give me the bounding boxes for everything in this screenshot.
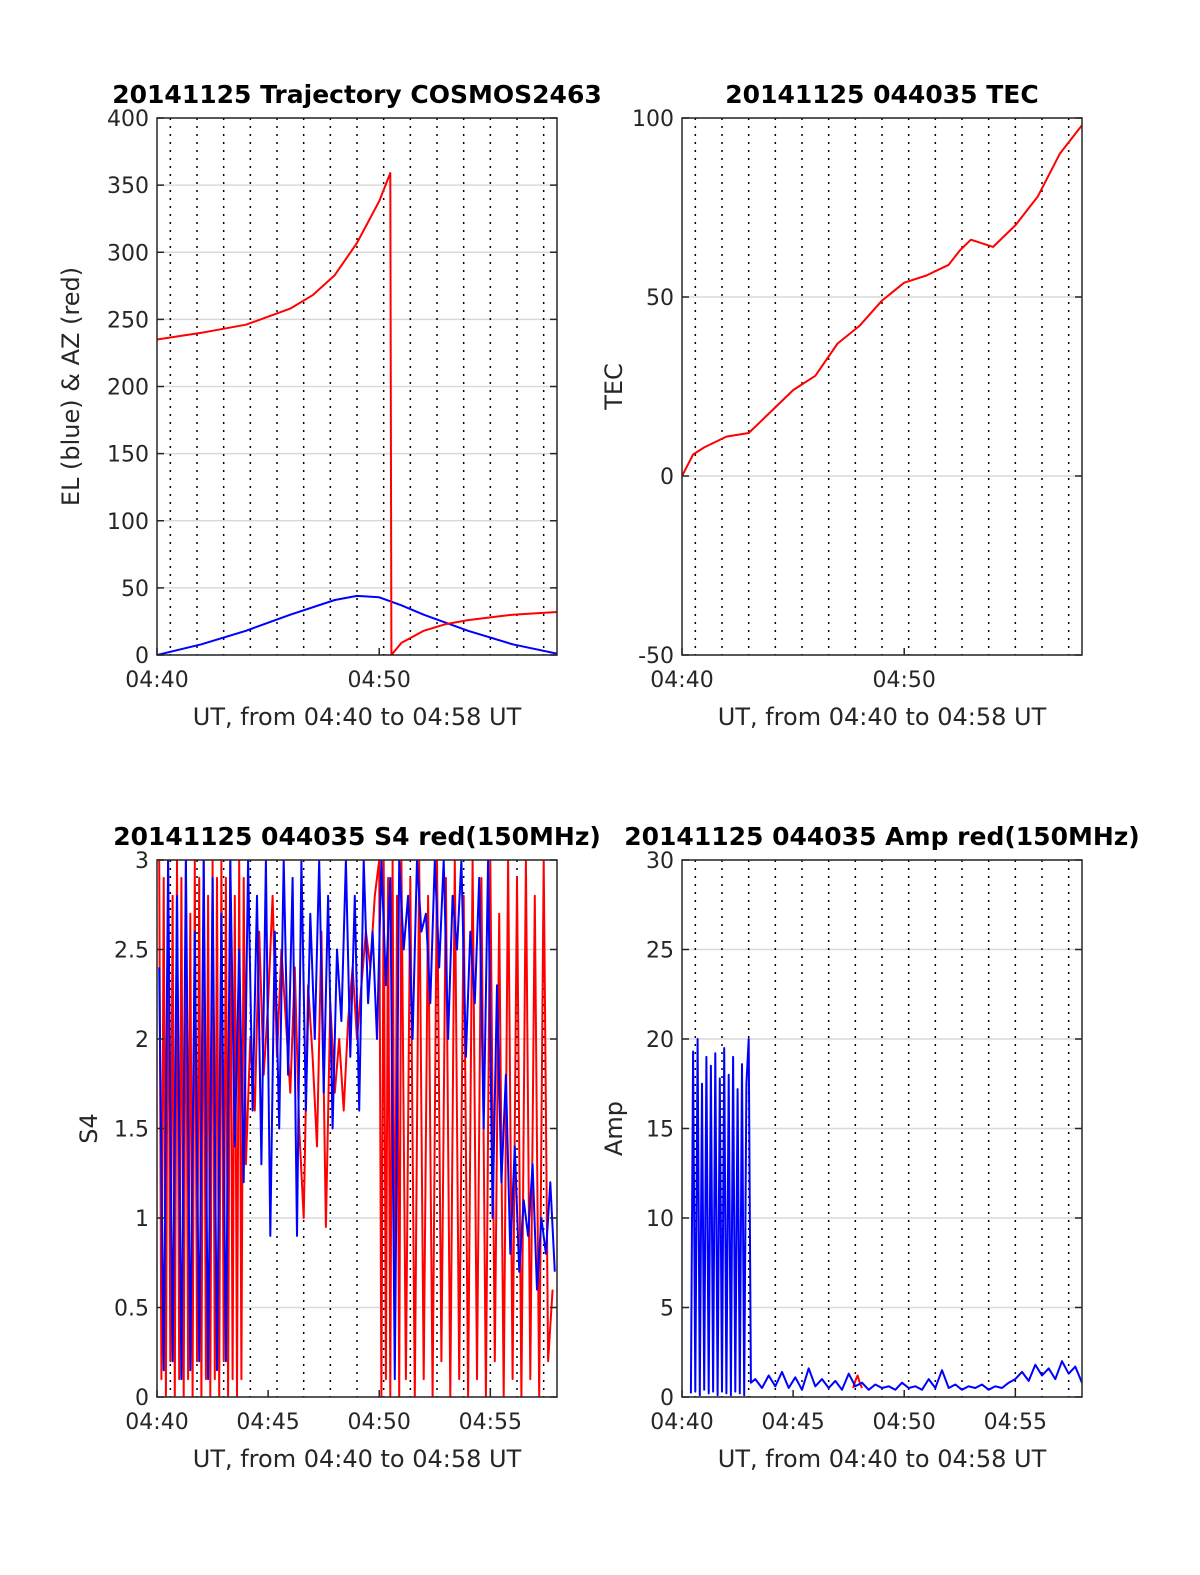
y-tick-label: -50: [638, 644, 674, 669]
panel-trajectory: 0 50 100 150 200 250 300 350 400 04:40 04:50 201411…: [57, 80, 602, 731]
y-tick-label: 350: [107, 174, 149, 199]
x-axis-label: UT, from 04:40 to 04:58 UT: [193, 1445, 522, 1473]
y-tick-label: 300: [107, 241, 149, 266]
x-tick-label: 04:45: [761, 1410, 824, 1435]
y-tick-label: 50: [646, 286, 674, 311]
y-tick-label: 250: [107, 308, 149, 333]
x-axis-label: UT, from 04:40 to 04:58 UT: [718, 703, 1047, 731]
x-axis-label: UT, from 04:40 to 04:58 UT: [718, 1445, 1047, 1473]
x-tick-label: 04:45: [236, 1410, 299, 1435]
series-line-1: [157, 594, 557, 655]
y-tick-label: 0.5: [114, 1297, 149, 1322]
series-line-2: [158, 860, 556, 1381]
y-tick-label: 10: [646, 1207, 674, 1232]
y-axis-label: EL (blue) & AZ (red): [57, 267, 85, 506]
y-tick-label: 0: [135, 644, 149, 669]
chart-title: 20141125 044035 Amp red(150MHz): [624, 822, 1140, 851]
x-tick-label: 04:50: [873, 668, 936, 693]
y-tick-label: 2.5: [114, 939, 149, 964]
panel-s4: 0 0.5 1 1.5 2 2.5 3 04:40 04:45 04:50 04:55 2014112…: [75, 822, 601, 1473]
y-tick-label: 1.5: [114, 1118, 149, 1143]
y-tick-label: 30: [646, 849, 674, 874]
panel-amp: 0 5 10 15 20 25 30 04:40 04:45 04:50 04:55 20141125…: [600, 822, 1140, 1473]
x-tick-label: 04:50: [873, 1410, 936, 1435]
x-tick-label: 04:40: [650, 1410, 713, 1435]
chart-title: 20141125 044035 S4 red(150MHz): [113, 822, 601, 851]
x-axis-label: UT, from 04:40 to 04:58 UT: [193, 703, 522, 731]
y-tick-label: 50: [121, 577, 149, 602]
y-axis-label: Amp: [600, 1101, 628, 1156]
y-tick-label: 200: [107, 376, 149, 401]
y-tick-label: 0: [660, 1386, 674, 1411]
y-axis-label: TEC: [600, 363, 628, 411]
series-line-2: [157, 172, 557, 655]
x-tick-label: 04:40: [125, 1410, 188, 1435]
y-tick-label: 3: [135, 849, 149, 874]
y-tick-label: 400: [107, 107, 149, 132]
panel-tec: -50 0 50 100 04:40 04:50 20141125 044035 TEC UT…: [600, 80, 1083, 731]
y-tick-label: 1: [135, 1207, 149, 1232]
y-tick-label: 25: [646, 939, 674, 964]
x-tick-label: 04:40: [125, 668, 188, 693]
x-tick-label: 04:55: [459, 1410, 522, 1435]
chart-title: 20141125 044035 TEC: [725, 80, 1038, 109]
x-tick-label: 04:40: [650, 668, 713, 693]
chart-title: 20141125 Trajectory COSMOS2463: [112, 80, 602, 109]
series-line-1: [682, 124, 1082, 477]
y-tick-label: 0: [135, 1386, 149, 1411]
series-line-2: [689, 1038, 1082, 1397]
y-tick-label: 150: [107, 443, 149, 468]
x-tick-label: 04:50: [348, 668, 411, 693]
axes-box: [681, 117, 1083, 656]
y-tick-label: 100: [632, 107, 674, 132]
y-axis-label: S4: [75, 1113, 103, 1144]
y-tick-label: 100: [107, 510, 149, 535]
y-tick-label: 2: [135, 1028, 149, 1053]
y-tick-label: 15: [646, 1118, 674, 1143]
y-tick-label: 5: [660, 1297, 674, 1322]
x-tick-label: 04:50: [348, 1410, 411, 1435]
y-tick-label: 20: [646, 1028, 674, 1053]
y-tick-label: 0: [660, 465, 674, 490]
x-tick-label: 04:55: [984, 1410, 1047, 1435]
